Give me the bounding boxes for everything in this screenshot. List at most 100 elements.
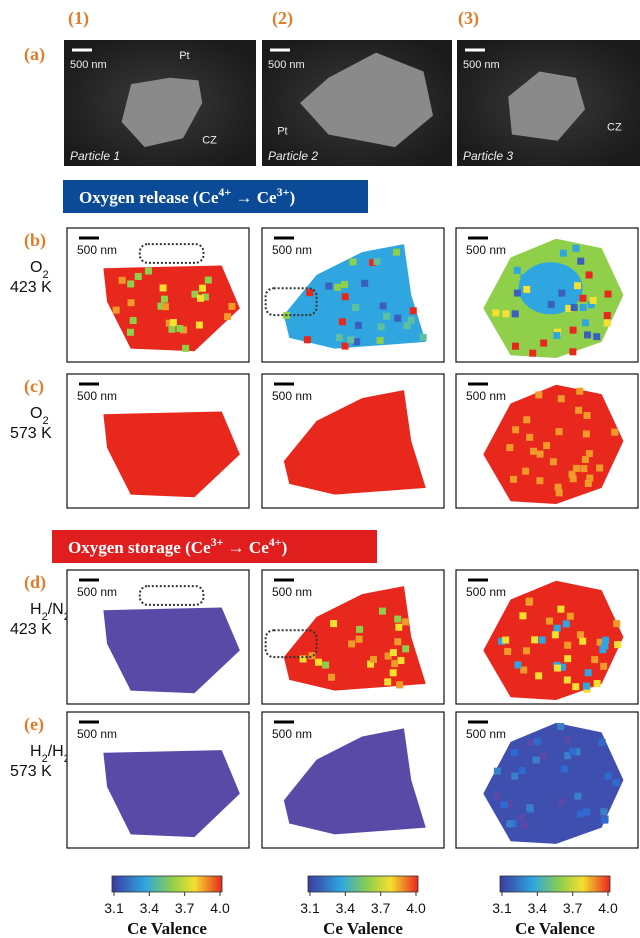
map-pixel	[596, 465, 603, 472]
map-pixel	[494, 792, 501, 799]
banner-part: → Ce	[231, 188, 277, 207]
map-pixel	[356, 636, 363, 643]
material-tag: CZ	[202, 134, 217, 146]
map-pixel	[577, 810, 584, 817]
map-pixel	[390, 669, 397, 676]
map-pixel	[370, 656, 377, 663]
condition-temperature: 573 K	[10, 425, 52, 442]
map-pixel	[558, 395, 565, 402]
map-pixel	[168, 326, 175, 333]
scale-label: 500 nm	[466, 585, 506, 599]
map-pixel	[557, 606, 564, 613]
map-pixel	[511, 749, 518, 756]
map-pixel	[378, 323, 385, 330]
colorbar-tick-label: 4.0	[406, 900, 426, 916]
map-pixel	[600, 663, 607, 670]
map-pixel	[514, 267, 521, 274]
map-pixel	[341, 281, 348, 288]
map-pixel	[514, 290, 521, 297]
column-label: (3)	[458, 8, 479, 29]
map-pixel	[571, 304, 578, 311]
map-pixel	[506, 820, 513, 827]
gas-part: /H	[48, 743, 64, 760]
map-pixel	[579, 295, 586, 302]
map-pixel	[224, 313, 231, 320]
map-pixel	[569, 748, 576, 755]
map-pixel	[523, 286, 530, 293]
scale-label: 500 nm	[70, 59, 107, 71]
map-pixel	[601, 817, 608, 824]
banner-part: )	[282, 538, 288, 557]
banner-part: Oxygen storage (Ce	[68, 538, 211, 557]
material-tag: Pt	[277, 126, 287, 138]
map-pixel	[553, 332, 560, 339]
condition-gas: O2	[30, 259, 49, 281]
map-pixel	[197, 295, 204, 302]
map-pixel	[397, 657, 404, 664]
map-pixel	[543, 442, 550, 449]
map-pixel	[601, 808, 608, 815]
map-pixel	[560, 250, 567, 257]
map-pixel	[374, 258, 381, 265]
map-pixel	[336, 334, 343, 341]
scale-label: 500 nm	[77, 727, 117, 741]
map-pixel	[534, 738, 541, 745]
map-pixel	[352, 304, 359, 311]
map-pixel	[556, 428, 563, 435]
map-pixel	[395, 624, 402, 631]
map-pixel	[330, 620, 337, 627]
map-pixel	[556, 489, 563, 496]
scale-label: 500 nm	[77, 585, 117, 599]
figure: (1)(2)(3)(a)500 nmParticle 1PtCZ500 nmPa…	[0, 0, 640, 938]
colorbar-tick-label: 3.4	[528, 900, 548, 916]
map-pixel	[334, 284, 341, 291]
map-pixel	[535, 391, 542, 398]
map-pixel	[531, 636, 538, 643]
map-pixel	[569, 348, 576, 355]
gas-part: H	[30, 743, 42, 760]
row-label: (d)	[24, 572, 46, 593]
map-pixel	[570, 327, 577, 334]
map-pixel	[328, 674, 335, 681]
map-pixel	[361, 280, 368, 287]
map-pixel	[394, 638, 401, 645]
map-pixel	[355, 322, 362, 329]
map-pixel	[384, 678, 391, 685]
map-pixel	[528, 739, 535, 746]
colorbar-tick-label: 3.7	[371, 900, 391, 916]
map-pixel	[228, 303, 235, 310]
map-pixel	[586, 475, 593, 482]
scale-label: 500 nm	[466, 727, 506, 741]
map-pixel	[402, 618, 409, 625]
gas-part: O	[30, 259, 42, 276]
row-label: (e)	[24, 714, 44, 735]
map-pixel	[162, 303, 169, 310]
banner-part: 4+	[218, 185, 231, 199]
scale-label: 500 nm	[272, 243, 312, 257]
condition-temperature: 573 K	[10, 763, 52, 780]
map-pixel	[577, 631, 584, 638]
map-pixel	[512, 426, 519, 433]
map-pixel	[582, 319, 589, 326]
map-pixel	[567, 613, 574, 620]
colorbar	[308, 876, 418, 892]
map-pixel	[130, 317, 137, 324]
map-pixel	[594, 680, 601, 687]
map-pixel	[575, 407, 582, 414]
gas-part: H	[30, 601, 42, 618]
map-pixel	[160, 284, 167, 291]
condition-temperature: 423 K	[10, 279, 52, 296]
map-pixel	[396, 681, 403, 688]
map-pixel	[511, 773, 518, 780]
condition-temperature: 423 K	[10, 621, 52, 638]
colorbar-tick-label: 4.0	[210, 900, 230, 916]
map-pixel	[176, 325, 183, 332]
map-pixel	[574, 282, 581, 289]
map-pixel	[529, 350, 536, 357]
map-pixel	[564, 676, 571, 683]
map-pixel	[205, 277, 212, 284]
map-pixel	[420, 334, 427, 341]
map-pixel	[182, 345, 189, 352]
map-pixel	[519, 767, 526, 774]
scale-label: 500 nm	[272, 389, 312, 403]
